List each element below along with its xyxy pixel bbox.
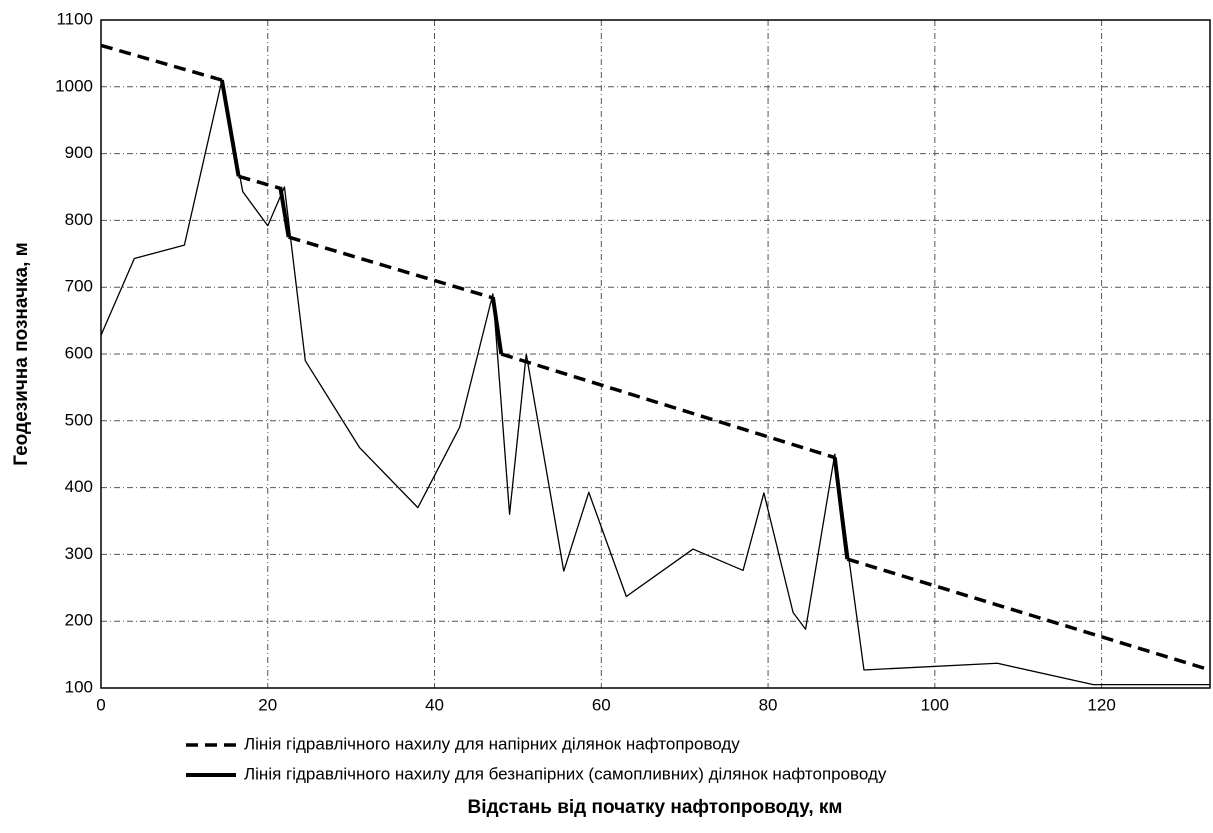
series-line	[219, 79, 850, 560]
legend-label: Лінія гідравлічного нахилу для безнапірн…	[244, 764, 887, 783]
y-tick-label: 1100	[56, 9, 93, 28]
plot-frame	[100, 19, 1211, 689]
y-tick-label: 300	[65, 544, 93, 563]
y-tick-label: 1000	[55, 76, 93, 95]
legend-label: Лінія гідравлічного нахилу для напірних …	[244, 734, 740, 753]
y-axis-label: Геодезична позначка, м	[11, 242, 32, 465]
y-tick-label: 200	[65, 611, 93, 630]
x-tick-label: 100	[921, 695, 949, 714]
y-tick-label: 600	[65, 343, 93, 362]
y-tick-label: 400	[65, 477, 93, 496]
x-tick-label: 0	[96, 695, 105, 714]
x-tick-label: 20	[258, 695, 277, 714]
y-tick-label: 100	[65, 677, 93, 696]
x-tick-label: 120	[1087, 695, 1115, 714]
y-tick-label: 500	[65, 410, 93, 429]
x-axis-label: Відстань від початку нафтопроводу, км	[468, 797, 843, 818]
y-tick-label: 900	[65, 143, 93, 162]
x-tick-label: 80	[759, 695, 778, 714]
x-tick-label: 40	[425, 695, 444, 714]
y-tick-label: 700	[65, 277, 93, 296]
x-tick-label: 60	[592, 695, 611, 714]
y-tick-label: 800	[65, 210, 93, 229]
series-line	[100, 43, 1211, 672]
series-line	[100, 79, 1210, 686]
